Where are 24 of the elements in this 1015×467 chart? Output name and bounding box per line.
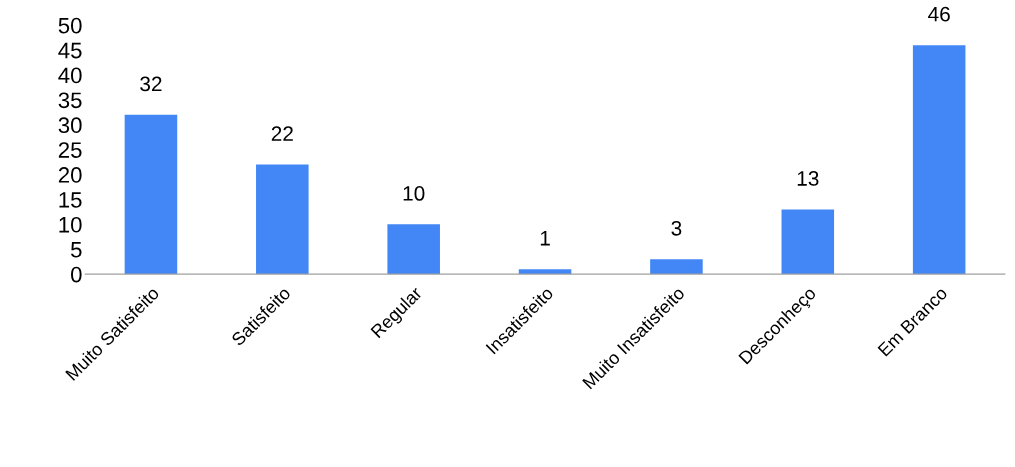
bar [387,224,440,275]
data-label: 46 [928,6,950,22]
y-tick-label: 5 [71,242,82,258]
y-tick-label: 30 [58,117,82,134]
data-label: 13 [797,171,819,186]
data-label: 32 [140,76,162,92]
bar [124,114,178,275]
y-tick-label: 45 [58,42,82,59]
data-label: 22 [271,126,293,141]
y-tick-label: 20 [58,167,82,183]
y-tick-label: 0 [70,266,82,283]
data-label: 10 [403,186,425,201]
bar [650,259,703,275]
y-tick-label: 15 [59,192,82,208]
bar [256,164,309,275]
y-tick-label: 35 [58,92,82,109]
y-tick-label: 50 [58,17,82,34]
y-tick-label: 10 [59,216,82,233]
y-tick-label: 40 [58,67,82,84]
data-label: 3 [671,220,682,236]
bar [781,209,835,275]
bar [912,45,966,275]
y-tick-label: 25 [58,142,82,158]
data-label: 1 [540,231,550,246]
